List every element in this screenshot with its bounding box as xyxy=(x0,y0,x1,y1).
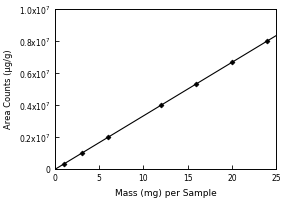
Y-axis label: Area Counts (μg/g): Area Counts (μg/g) xyxy=(4,49,13,129)
X-axis label: Mass (mg) per Sample: Mass (mg) per Sample xyxy=(115,189,216,198)
